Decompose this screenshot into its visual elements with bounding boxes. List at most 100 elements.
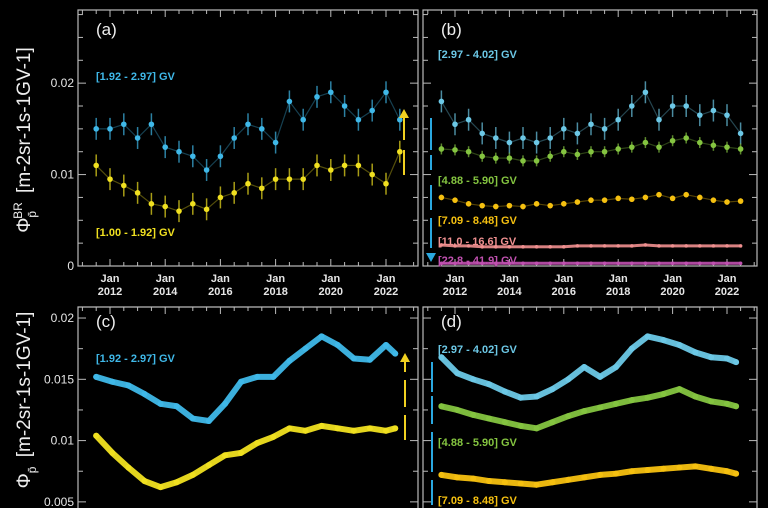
data-point [724,199,730,205]
data-point [231,190,237,196]
data-point [203,206,210,213]
data-point [676,341,683,348]
data-point [238,378,245,385]
data-point [565,476,572,483]
data-point [561,201,567,207]
series-label: [22.8 - 41.9] GV [438,255,518,267]
data-point [581,364,588,371]
data-point [272,139,279,146]
data-point [724,112,730,118]
data-point [615,146,621,152]
data-point [479,153,486,160]
series-label: [4.88 - 5.90] GV [438,437,518,449]
panel-label: (b) [441,20,462,39]
data-point [697,139,703,146]
data-point [597,404,604,411]
data-point [660,337,667,344]
data-point [581,474,588,481]
series-0: [2.97 - 4.02] GV [438,333,740,401]
series-segment [302,96,318,121]
data-point [134,190,141,196]
panel-c: 0.005 0.01 0.015 0.02 (c) [1.92 - 2.97] GV Φp̄… [14,306,419,508]
data-point [245,121,251,128]
data-point [547,202,553,209]
data-point [517,394,524,401]
data-point [574,130,581,137]
panel-label: (c) [96,312,116,331]
data-point [270,433,277,440]
data-point [656,116,662,123]
data-point [93,162,99,169]
x-tick-label: 2022 [715,286,739,298]
data-point [724,355,730,362]
panel-d: (d) [2.97 - 4.02] GV [4.88 - 5.90] GV [7.09… [422,306,758,508]
data-point [628,345,635,352]
data-point [628,468,635,475]
data-point [660,465,667,472]
y-axis-label: Φp̄ [m-2sr-1s-1GV-1] [14,312,39,489]
series-segment [385,151,401,184]
series-segment [563,244,578,249]
series-segment [123,123,139,139]
data-point [355,116,362,123]
series-label: [7.09 - 8.48] GV [438,495,518,507]
data-point [697,194,703,201]
x-tick-label: 2016 [208,286,232,298]
data-point [520,135,526,141]
data-point [173,403,180,410]
series-segment [617,105,633,121]
data-point [612,364,619,371]
x-tick-label: 2016 [552,286,576,298]
data-point [644,333,651,340]
data-point [109,449,116,456]
data-point [341,162,348,169]
data-point [350,427,357,434]
data-point [738,244,743,248]
series-2: [7.09 - 8.48] GV [438,191,744,227]
data-point [642,139,649,146]
data-point [533,139,540,146]
series-segment [468,244,483,249]
data-point [669,103,676,109]
down-arrow-icon [426,253,436,262]
x-tick-label: Jan [446,273,465,285]
data-point [465,201,472,207]
panel-a: 00.010.02Jan2012Jan2014Jan2016Jan2018Jan… [11,9,419,298]
data-point [93,432,100,439]
data-point [683,135,689,141]
data-point [520,203,526,210]
series-segment [288,101,304,121]
data-point [217,194,224,201]
series-0: [1.92 - 2.97] GV [93,333,399,424]
data-point [438,471,445,478]
series-label: [4.88 - 5.90] GV [438,175,518,187]
series-segment [371,91,387,111]
y-tick-label: 0.015 [44,372,74,386]
annotations [399,109,436,505]
data-point [724,144,730,150]
data-point [334,341,341,348]
series-segment [261,128,277,143]
data-point [733,470,740,477]
data-point [383,89,389,96]
data-point [141,478,148,485]
series-line [93,333,399,424]
data-point [314,94,320,100]
series-label: [1.92 - 2.97] GV [96,71,176,83]
data-point [259,185,265,192]
series-label: [1.00 - 1.92] GV [96,227,176,239]
x-tick-label: Jan [321,273,340,285]
data-point [302,345,309,352]
data-point [438,146,445,152]
series-segment [137,192,152,205]
data-point [517,422,524,429]
series-0: [1.92 - 2.97] GV [93,71,403,181]
data-point [486,415,492,422]
data-point [397,116,403,123]
data-point [452,121,458,128]
data-point [501,388,508,395]
x-tick-label: Jan [718,273,737,285]
data-point [259,126,265,132]
series-segment [344,105,359,121]
data-point [369,107,376,114]
